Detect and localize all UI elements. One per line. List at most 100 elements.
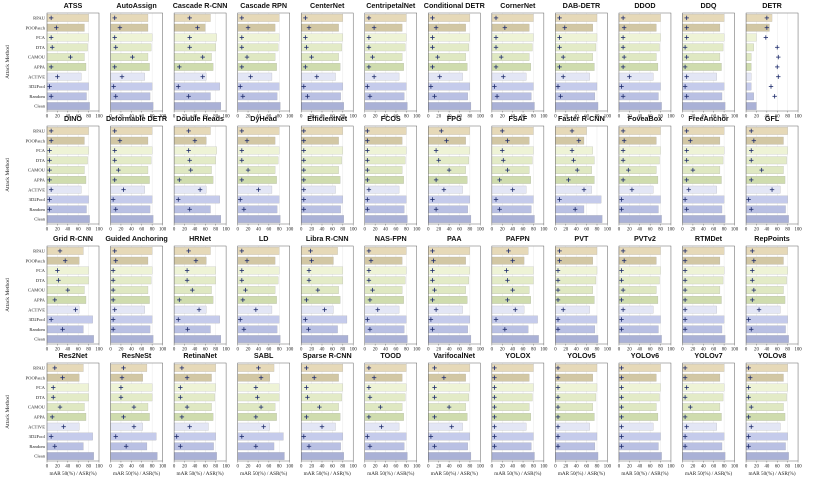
x-tick-label: 20 [246,228,251,233]
asr-marker-rpau [500,128,505,134]
plot-frame [745,245,799,345]
asr-marker-rpau [430,248,435,254]
asr-marker-fca [306,268,312,273]
asr-marker-appa [555,297,561,303]
x-tick-label: 100 [286,465,294,470]
plot-frame [173,125,227,225]
panel-title: DINO [64,114,82,123]
asr-marker-rpau [239,128,245,134]
x-tick-label: 60 [330,465,335,470]
bar-camou [174,53,212,61]
plot-frame [555,125,608,225]
asr-marker-appa [750,297,755,303]
asr-marker-active [437,74,442,79]
bar-poopatch [682,256,721,265]
x-tick-label: 0 [745,228,748,233]
x-tick-label: 40 [764,115,769,120]
bar-appa [110,296,150,304]
x-tick-label: 0 [554,465,557,470]
bar-camou [46,166,85,174]
bar-camou [618,403,657,411]
asr-marker-rpau [179,365,185,371]
asr-marker-3d2fool [619,84,624,89]
x-tick-label: 20 [754,348,759,353]
bar-active [491,72,527,81]
asr-marker-fca [55,268,60,273]
asr-marker-dta [682,45,688,50]
category-label: Random [29,207,45,212]
bar-poopatch [491,256,525,265]
bar-random [364,205,405,214]
asr-marker-rpau [749,128,754,134]
asr-marker-fca [569,148,575,153]
asr-marker-active [73,307,78,312]
bar-fca [301,146,343,155]
x-tick-label: 40 [383,228,388,233]
bar-fca [46,146,89,155]
x-tick-label: 60 [266,115,271,120]
asr-marker-dta [493,45,499,50]
asr-marker-camou [57,404,63,410]
asr-marker-poopatch [113,258,118,263]
x-tick-label: 100 [604,228,612,233]
bar-fca [237,383,280,392]
bar-3d2fool [237,315,280,324]
asr-marker-camou [776,54,781,60]
x-tick-label: 80 [722,228,727,233]
asr-marker-random [306,444,312,449]
panel-title: FSAF [508,114,527,123]
asr-marker-rpau [439,128,444,134]
x-tick-label: 40 [701,228,706,233]
panel-title: PVT [574,234,589,243]
x-tick-label: 60 [139,228,144,233]
plot-frame [745,125,799,225]
x-tick-label: 60 [584,465,589,470]
x-tick-label: 0 [554,348,557,353]
asr-marker-active [375,307,380,312]
panel-title: Res2Net [59,351,88,360]
bar-3d2fool [682,315,725,324]
bar-active [555,72,590,81]
x-tick-label: 80 [785,228,790,233]
asr-marker-appa [555,414,561,420]
asr-marker-appa [505,297,510,303]
bar-dta [46,156,88,165]
panel-title: DDOD [634,1,655,10]
plot-frame [46,362,100,462]
asr-marker-3d2fool [176,84,181,89]
x-tick-label: 0 [618,115,621,120]
y-axis-label: Attack Method [5,158,11,192]
asr-marker-appa [112,177,117,183]
x-tick-label: 60 [648,348,653,353]
bar-random [555,325,596,334]
bar-clean [364,102,408,110]
asr-marker-3d2fool [365,317,370,322]
asr-marker-active [55,74,60,79]
asr-marker-poopatch [192,138,198,143]
asr-marker-active [200,74,205,79]
bar-appa [745,413,786,421]
panel-fpg: FPG 0 20 40 60 80 100 [427,114,484,233]
bar-clean [428,452,472,460]
x-tick-label: 40 [129,115,134,120]
asr-marker-active [627,74,632,79]
bar-fca [491,383,534,392]
x-tick-label: 0 [491,465,494,470]
plot-frame [682,12,735,112]
bar-clean [237,335,281,343]
panel-ld: LD 0 20 40 60 80 100 [236,234,293,353]
asr-marker-random [497,207,502,212]
x-tick-label: 20 [182,115,187,120]
asr-marker-fca [184,268,190,273]
category-label: DTA [36,395,46,400]
bar-poopatch [682,373,721,382]
asr-marker-3d2fool [365,197,370,202]
x-tick-label: 80 [86,465,91,470]
bar-fca [745,383,788,392]
panel-pvtv2: PVTv2 0 20 40 60 80 100 [618,234,675,353]
asr-marker-dta [110,278,116,283]
bar-dta [682,393,724,402]
x-tick-label: 40 [510,348,515,353]
asr-marker-random [113,94,118,99]
